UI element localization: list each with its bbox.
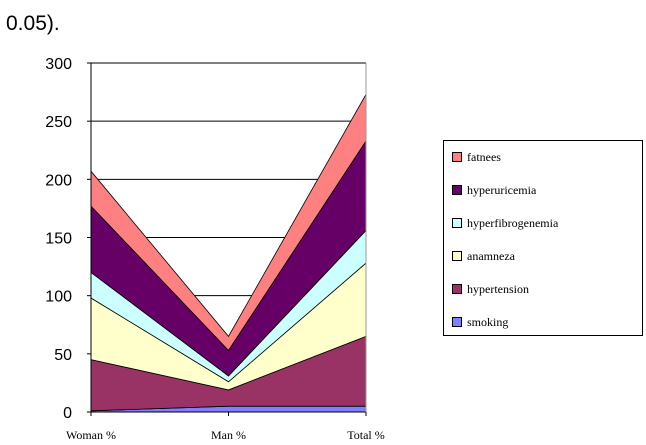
legend-item-smoking: smoking xyxy=(452,314,508,330)
axes xyxy=(87,62,367,416)
y-tick-label: 150 xyxy=(45,231,72,248)
x-tick-label: Total % xyxy=(347,428,384,442)
caption-text: 0.05). xyxy=(6,12,60,35)
x-tick-labels: Woman % Man % Total % xyxy=(66,428,385,442)
legend-swatch xyxy=(452,251,462,261)
y-tick-label: 200 xyxy=(45,172,72,189)
y-tick-label: 300 xyxy=(45,56,72,73)
y-tick-label: 100 xyxy=(45,289,72,306)
x-tick-label: Man % xyxy=(211,428,246,442)
legend-item-hyperfibrogenemia: hyperfibrogenemia xyxy=(452,215,558,231)
legend-label: smoking xyxy=(467,314,509,329)
legend-item-fatnees: fatnees xyxy=(452,149,501,165)
legend-swatch xyxy=(452,218,462,228)
x-tick-label: Woman % xyxy=(66,428,116,442)
legend-swatch xyxy=(452,284,462,294)
legend: fatnees hyperuricemia hyperfibrogenemia ana… xyxy=(443,140,643,336)
legend-item-hypertension: hypertension xyxy=(452,281,529,297)
legend-label: hypertension xyxy=(467,281,529,296)
legend-label: hyperfibrogenemia xyxy=(467,215,559,230)
legend-item-anamneza: anamneza xyxy=(452,248,515,264)
y-tick-label: 0 xyxy=(63,405,72,422)
legend-label: fatnees xyxy=(467,149,501,164)
legend-label: hyperuricemia xyxy=(467,182,537,197)
legend-label: anamneza xyxy=(467,248,515,263)
y-tick-label: 250 xyxy=(45,114,72,131)
legend-item-hyperuricemia: hyperuricemia xyxy=(452,182,536,198)
legend-swatch xyxy=(452,185,462,195)
area-series xyxy=(90,92,367,413)
legend-swatch xyxy=(452,317,462,327)
legend-swatch xyxy=(452,152,462,162)
y-tick-labels: 0 50 100 150 200 250 300 xyxy=(45,56,72,422)
y-tick-label: 50 xyxy=(54,347,72,364)
